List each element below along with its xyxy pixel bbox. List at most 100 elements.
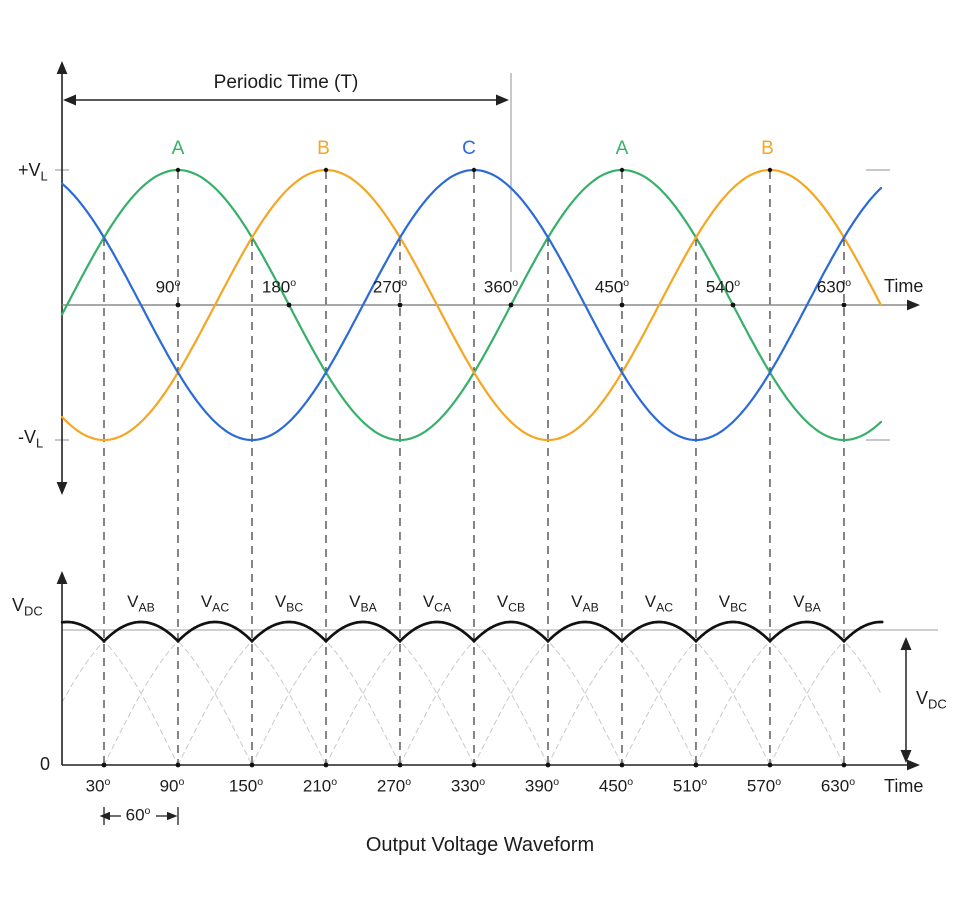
label-main: 570: [746, 776, 776, 796]
label-main: 360: [483, 277, 513, 297]
bottom-axis-dot-90: [175, 762, 181, 768]
top-angle-label-450: 450o: [595, 277, 629, 297]
label-main: 90: [159, 776, 179, 796]
top-axis-dot-360: [508, 302, 514, 308]
phase-label-a-0: A: [171, 138, 185, 159]
label-sup: o: [845, 277, 852, 289]
top-angle-label-90: 90o: [156, 277, 181, 297]
segment-label-bc-8: VBC: [719, 592, 747, 614]
bottom-angle-label-90: 90o: [160, 776, 185, 796]
bottom-angle-label-150: 150o: [229, 776, 263, 796]
periodic-arrow-left-head: [63, 94, 76, 106]
label-main: V: [127, 592, 139, 611]
label-main: 210: [302, 776, 332, 796]
label-main: V: [496, 592, 509, 611]
label-main: +V: [18, 160, 41, 180]
label-main: 60: [125, 805, 145, 825]
label-sup: o: [178, 776, 185, 788]
segment-label-ca-4: VCA: [423, 592, 451, 614]
top-axis-dot-270: [397, 302, 403, 308]
label-sup: o: [512, 277, 519, 289]
peak-dot-450: [619, 167, 625, 173]
label-sup: o: [775, 776, 782, 788]
label-sup: o: [553, 776, 560, 788]
top-angle-label-180: 180o: [262, 277, 296, 297]
label-main: V: [274, 592, 287, 611]
label-sup: o: [623, 277, 630, 289]
peak-dot-90: [175, 167, 181, 173]
top-axis-dot-450: [619, 302, 625, 308]
top-angle-label-630: 630o: [817, 277, 851, 297]
label-sub: L: [36, 435, 44, 451]
label-main: 390: [524, 776, 554, 796]
phase-label-c-2: C: [462, 138, 476, 159]
bottom-time-axis-arrowhead: [907, 759, 920, 771]
label-sup: o: [331, 776, 338, 788]
bottom-angle-label-390: 390o: [525, 776, 559, 796]
top-time-axis-arrowhead: [907, 299, 920, 311]
label-main: V: [571, 592, 583, 611]
phase-label-b-4: B: [761, 138, 774, 159]
label-main: 450: [598, 776, 628, 796]
vdc-right-label: VDC: [916, 688, 947, 712]
bottom-axis-dot-210: [323, 762, 329, 768]
label-sup: o: [144, 805, 151, 817]
label-main: 630: [816, 277, 846, 297]
label-main: 330: [450, 776, 480, 796]
plus-vl-label: +VL: [18, 160, 48, 184]
top-y-axis-down-arrowhead: [56, 482, 68, 495]
bottom-angle-label-510: 510o: [673, 776, 707, 796]
line-voltage-arc-600: [695, 621, 882, 766]
top-time-axis-label: Time: [884, 276, 924, 296]
bottom-axis-dot-330: [471, 762, 477, 768]
bottom-angle-label-30: 30o: [86, 776, 111, 796]
label-sup: o: [479, 776, 486, 788]
label-sub: DC: [24, 603, 43, 619]
label-sup: o: [104, 776, 111, 788]
minus-vl-label: -VL: [18, 427, 43, 451]
label-sup: o: [849, 776, 856, 788]
output-voltage-envelope: [60, 620, 884, 644]
label-sup: o: [405, 776, 412, 788]
top-angle-label-360: 360o: [484, 277, 518, 297]
label-sub: AC: [212, 600, 230, 615]
phase-a-wave: [61, 168, 883, 442]
bottom-axis-dot-270: [397, 762, 403, 768]
bottom-axis-dot-630: [841, 762, 847, 768]
vdc-arrow-up-head: [900, 637, 912, 650]
label-sub: CA: [434, 600, 452, 615]
line-voltage-arc-540: [621, 621, 845, 766]
bottom-time-axis-label: Time: [884, 776, 924, 796]
label-sup: o: [401, 277, 408, 289]
figure-caption: Output Voltage Waveform: [365, 834, 595, 856]
periodic-time-label: Periodic Time (T): [213, 72, 359, 93]
phase-b-wave: [61, 168, 883, 442]
label-main: V: [200, 592, 213, 611]
label-sup: o: [701, 776, 708, 788]
peak-dot-570: [767, 167, 773, 173]
label-sup: o: [257, 776, 264, 788]
label-main: 630: [820, 776, 850, 796]
label-main: -V: [18, 427, 36, 447]
segment-label-cb-5: VCB: [497, 592, 525, 614]
label-main: V: [793, 592, 805, 611]
bottom-axis-dot-150: [249, 762, 255, 768]
label-sub: L: [40, 168, 48, 184]
sixty-left-arrow-head: [99, 811, 110, 821]
line-voltage-arc-660: [769, 621, 882, 766]
sixty-degree-label: 60o: [126, 805, 151, 825]
top-angle-label-540: 540o: [706, 277, 740, 297]
line-voltage-arc-180: [177, 621, 401, 766]
label-sup: o: [174, 277, 181, 289]
label-sub: BC: [286, 600, 304, 615]
label-main: V: [644, 592, 657, 611]
vdc-arrow-down-head: [900, 750, 912, 763]
segment-label-ac-1: VAC: [201, 592, 229, 614]
peak-dot-330: [471, 167, 477, 173]
line-voltage-arc-120: [103, 621, 327, 766]
top-axis-dot-540: [730, 302, 736, 308]
bottom-angle-label-270: 270o: [377, 776, 411, 796]
phase-c-wave: [61, 168, 883, 442]
